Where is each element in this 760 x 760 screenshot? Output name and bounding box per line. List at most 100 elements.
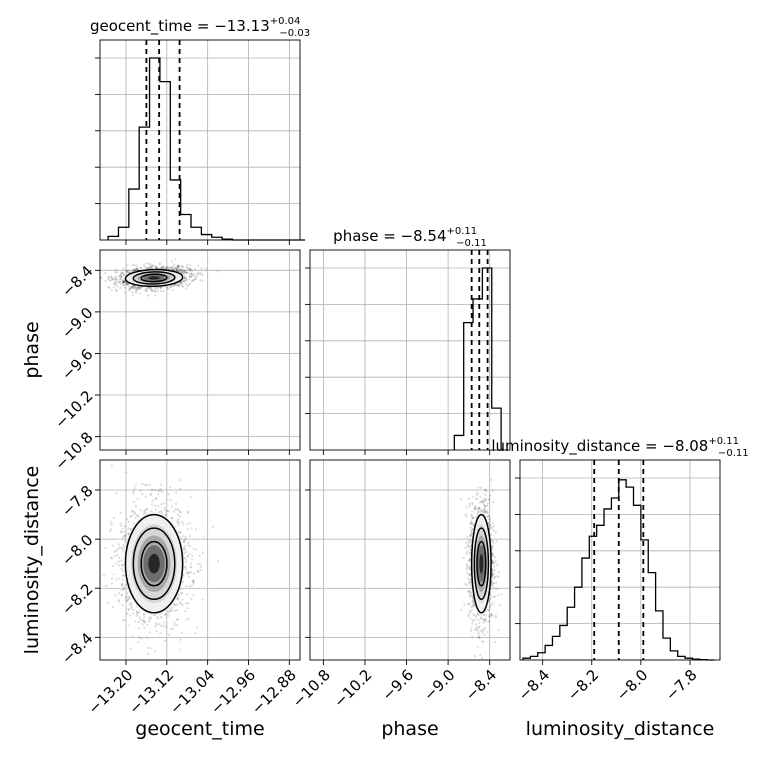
scatter-point (115, 289, 118, 293)
scatter-point (176, 508, 180, 511)
scatter-point (462, 556, 465, 560)
scatter-point (155, 629, 158, 633)
y-tick-label-phase: −9.6 (58, 345, 96, 383)
scatter-point (494, 616, 497, 619)
scatter-point (177, 596, 181, 599)
scatter-point (112, 605, 115, 609)
scatter-point (148, 620, 151, 623)
scatter-point (136, 514, 139, 517)
scatter-point (181, 269, 184, 272)
scatter-point (122, 574, 125, 577)
scatter-point (487, 499, 490, 502)
scatter-point (146, 623, 149, 627)
scatter-point (128, 287, 131, 290)
scatter-point (174, 267, 177, 270)
scatter-point (158, 263, 161, 266)
scatter-point (163, 266, 166, 270)
scatter-point (487, 608, 491, 612)
scatter-point (187, 283, 191, 286)
scatter-point (488, 620, 491, 623)
scatter-point (484, 618, 487, 621)
scatter-point (197, 272, 200, 275)
scatter-point (491, 489, 495, 492)
scatter-point (493, 575, 497, 578)
scatter-point (119, 522, 122, 525)
contour-line (132, 271, 176, 285)
scatter-point (124, 539, 127, 542)
scatter-point (490, 603, 493, 606)
scatter-point (120, 589, 123, 592)
scatter-point (179, 648, 182, 651)
scatter-point (131, 286, 134, 289)
scatter-point (173, 609, 176, 612)
scatter-point (157, 493, 160, 496)
scatter-point (187, 554, 190, 558)
scatter-point (481, 618, 484, 621)
scatter-point (478, 633, 481, 636)
scatter-point (120, 275, 123, 278)
scatter-point (160, 510, 163, 513)
scatter-point (112, 516, 116, 519)
scatter-point (110, 464, 113, 467)
scatter-point (477, 510, 480, 513)
scatter-point (474, 497, 478, 500)
scatter-point (494, 560, 497, 563)
scatter-point (133, 287, 136, 290)
scatter-point (174, 502, 178, 505)
scatter-point (484, 614, 488, 617)
scatter-point (149, 616, 152, 619)
scatter-point (164, 513, 167, 516)
scatter-point (124, 291, 127, 294)
x-tick-label-phase: −10.2 (330, 666, 375, 711)
scatter-point (471, 600, 474, 603)
scatter-point (488, 520, 492, 523)
scatter-point (201, 273, 204, 276)
scatter-point (486, 502, 489, 505)
scatter-point (182, 270, 185, 273)
scatter-point (167, 288, 170, 291)
scatter-point (484, 618, 487, 621)
scatter-point (126, 282, 129, 285)
scatter-point (131, 264, 134, 267)
scatter-point (483, 505, 487, 508)
scatter-point (484, 510, 487, 514)
scatter-point (483, 499, 486, 502)
scatter-point (155, 622, 158, 625)
scatter-point (463, 603, 466, 606)
scatter-point (172, 267, 175, 270)
scatter-point (151, 499, 154, 502)
scatter-point (494, 587, 497, 590)
scatter-point (184, 536, 187, 539)
scatter-point (175, 618, 179, 621)
scatter-point (169, 266, 172, 269)
scatter-point (485, 490, 488, 493)
scatter-point (470, 629, 473, 632)
scatter-point (109, 528, 112, 531)
scatter-point (147, 266, 150, 269)
scatter-point (154, 290, 157, 293)
scatter-point (181, 265, 184, 268)
scatter-point (181, 520, 184, 524)
y-tick-label-phase: −10.8 (51, 428, 96, 473)
scatter-point (145, 289, 148, 292)
scatter-point (180, 268, 183, 272)
scatter-point (190, 527, 193, 530)
scatter-point (471, 495, 474, 498)
scatter-point (127, 597, 131, 601)
scatter-point (481, 501, 484, 504)
scatter-point (471, 635, 474, 639)
scatter-point (193, 572, 196, 575)
scatter-point (169, 499, 172, 502)
scatter-point (471, 516, 475, 520)
scatter-point (473, 614, 476, 617)
scatter-point (467, 559, 470, 563)
scatter-point (188, 585, 191, 588)
x-axis-label-luminosity_distance: luminosity_distance (526, 718, 715, 740)
scatter-point (188, 269, 191, 272)
scatter-point (131, 510, 134, 513)
scatter-point (491, 541, 495, 544)
scatter-point (172, 265, 175, 268)
x-tick-label-geocent_time: −13.20 (85, 666, 137, 718)
scatter-point (135, 610, 138, 614)
scatter-point (147, 262, 150, 265)
